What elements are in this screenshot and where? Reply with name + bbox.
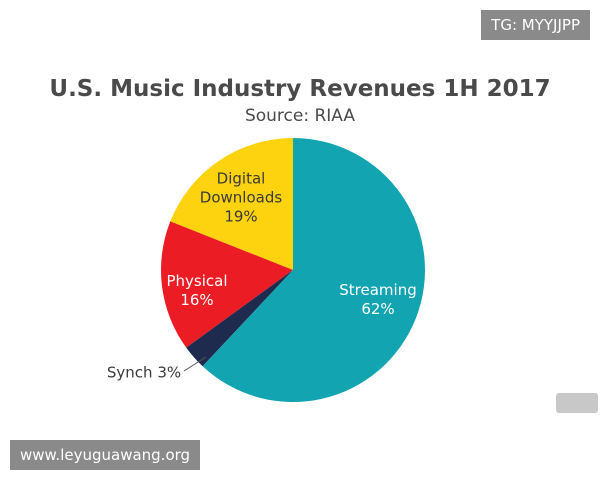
category-label: Streaming	[339, 281, 417, 299]
category-label: Physical	[166, 272, 228, 290]
chart-title: U.S. Music Industry Revenues 1H 2017	[49, 76, 551, 102]
slice-label: Synch 3%	[107, 364, 181, 383]
slice-label: Physical 16%	[147, 272, 247, 310]
pie-slice	[186, 270, 293, 367]
pie-slice	[170, 138, 293, 270]
category-label: Digital Downloads	[199, 169, 283, 207]
leader-line	[183, 356, 207, 372]
watermark: TG: MYYJJPP	[481, 10, 590, 40]
category-label: Synch	[106, 363, 153, 382]
pie-slice	[161, 221, 293, 348]
slice-label: Streaming 62%	[328, 281, 428, 319]
chart-subtitle: Source: RIAA	[244, 106, 356, 126]
slice-label: Digital Downloads 19%	[191, 170, 291, 227]
value-label: 3%	[157, 363, 182, 382]
value-label: 62%	[361, 300, 395, 318]
pie-slice	[202, 138, 426, 403]
logo	[556, 393, 598, 413]
value-label: 16%	[180, 291, 214, 309]
watermark: www.leyuguawang.org	[10, 440, 201, 470]
value-label: 19%	[224, 207, 258, 226]
